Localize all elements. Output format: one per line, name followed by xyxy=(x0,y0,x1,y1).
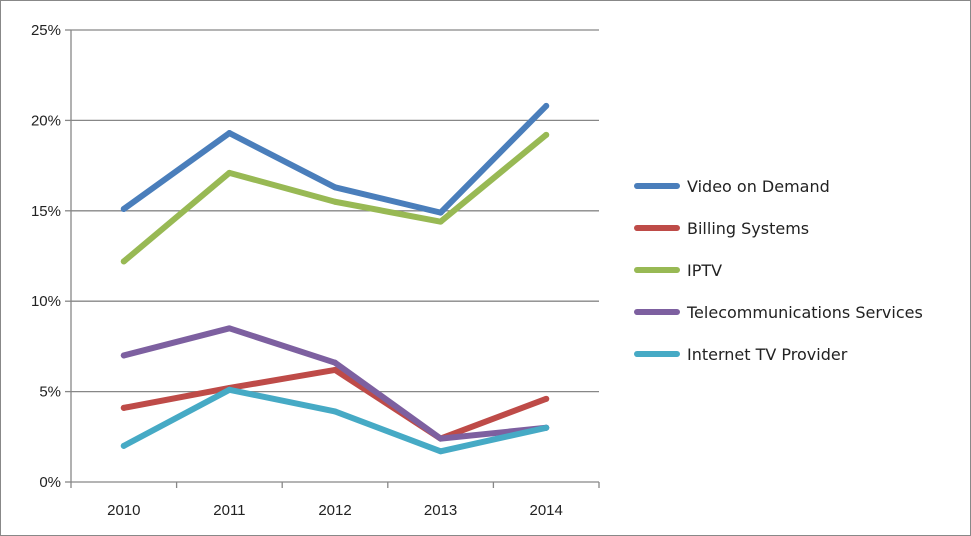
legend-label: Video on Demand xyxy=(687,177,830,196)
data-point xyxy=(332,198,338,205)
legend-label: IPTV xyxy=(687,261,722,280)
series-lines xyxy=(120,102,550,455)
x-tick-label: 2013 xyxy=(424,502,457,519)
data-point xyxy=(120,442,127,449)
gridlines xyxy=(71,29,599,393)
data-point xyxy=(332,184,338,191)
data-point xyxy=(543,424,550,431)
data-point xyxy=(437,435,444,442)
x-tick-label: 2012 xyxy=(318,502,351,519)
y-tick-label: 25% xyxy=(31,22,61,39)
data-point xyxy=(120,205,127,212)
data-point xyxy=(437,209,444,216)
axes: 0% 5% 10% 15% 20% 25% 2010 2011 2012 2013 2014 xyxy=(31,22,600,519)
data-point xyxy=(226,130,233,137)
y-tick-label: 15% xyxy=(31,203,61,220)
data-point xyxy=(226,386,233,393)
data-point xyxy=(543,102,550,109)
x-tick-label: 2014 xyxy=(530,502,563,519)
data-point xyxy=(543,131,550,138)
data-point xyxy=(437,218,444,225)
series-line-2 xyxy=(120,131,550,265)
legend-label: Billing Systems xyxy=(687,219,809,238)
data-point xyxy=(120,404,127,411)
data-point xyxy=(120,352,127,359)
legend-label: Internet TV Provider xyxy=(687,345,848,364)
x-tick-label: 2010 xyxy=(107,502,140,519)
legend: Video on Demand Billing Systems IPTV Teleco… xyxy=(634,177,923,364)
series-line-1 xyxy=(120,366,550,442)
series-line-0 xyxy=(120,102,550,216)
legend-label: Telecommunications Services xyxy=(686,303,923,322)
data-point xyxy=(437,448,444,455)
data-point xyxy=(332,366,338,373)
data-point xyxy=(332,359,338,366)
data-point xyxy=(120,258,127,265)
x-tick-label: 2011 xyxy=(213,502,245,519)
y-tick-label: 0% xyxy=(39,474,61,491)
y-tick-label: 20% xyxy=(31,112,61,129)
data-point xyxy=(543,395,550,402)
y-tick-label: 10% xyxy=(31,293,61,310)
data-point xyxy=(332,408,338,415)
data-point xyxy=(226,325,233,332)
y-tick-label: 5% xyxy=(39,384,61,401)
data-point xyxy=(226,169,233,176)
